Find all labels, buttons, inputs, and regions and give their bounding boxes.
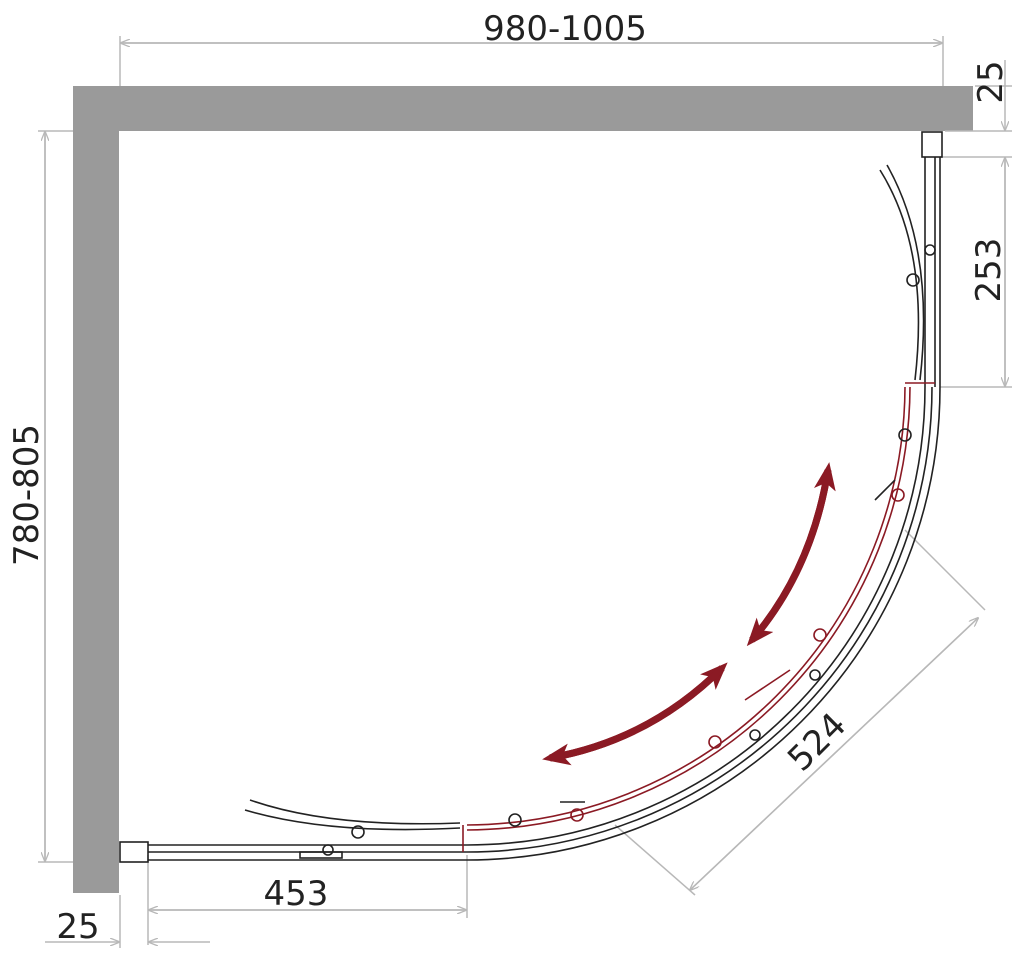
dimension-door [614,529,986,896]
enclosure [119,131,943,863]
dimension-top-wall [945,60,1012,132]
dimension-top [119,36,944,86]
top-wall [73,86,973,131]
dim-label: 25 [971,60,1011,103]
dim-label: 25 [56,907,99,947]
dimension-left-wall [45,895,210,948]
dim-label: 524 [780,705,854,779]
dim-label: 253 [969,238,1009,303]
dim-label: 780-805 [7,424,47,566]
dim-label: 980-1005 [483,9,647,49]
dim-label: 453 [264,874,329,914]
slide-arrows [542,462,836,766]
dimension-left [38,130,73,863]
dimension-fixed-right [940,156,1012,388]
left-wall [73,86,119,893]
dimension-fixed-bottom [147,855,468,945]
